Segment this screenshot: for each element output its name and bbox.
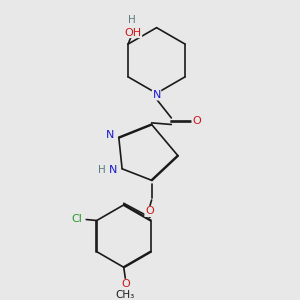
Text: O: O <box>192 116 201 126</box>
Text: N: N <box>109 165 117 176</box>
Text: O: O <box>121 279 130 289</box>
Text: O: O <box>145 206 154 217</box>
Text: N: N <box>152 90 161 100</box>
Text: OH: OH <box>124 28 142 38</box>
Text: CH₃: CH₃ <box>116 290 135 300</box>
Text: H: H <box>128 15 136 26</box>
Text: N: N <box>105 130 114 140</box>
Text: Cl: Cl <box>71 214 82 224</box>
Text: H: H <box>98 165 106 176</box>
